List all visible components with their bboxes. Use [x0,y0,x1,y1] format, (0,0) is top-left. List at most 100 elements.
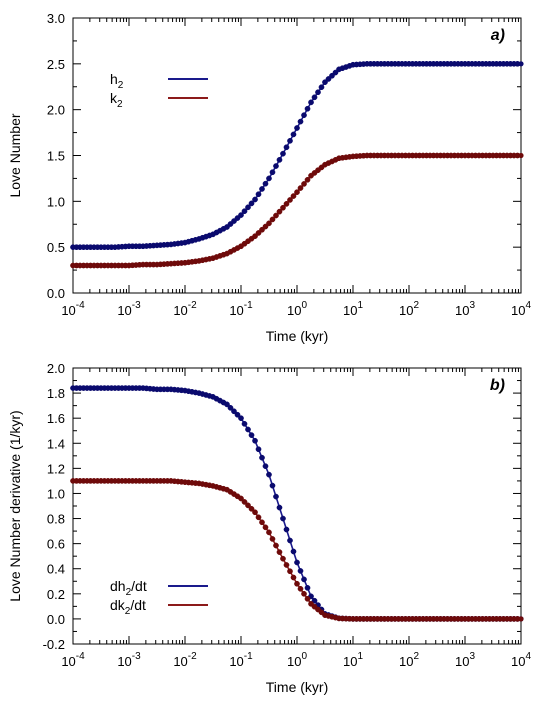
x-tick-label: 100 [287,300,307,318]
data-point [290,574,297,581]
data-point [273,493,279,500]
data-point [266,471,272,478]
data-point [301,181,307,187]
legend-label: h2 [110,71,124,91]
data-point [241,499,248,505]
data-point [276,549,283,555]
data-point [234,411,241,418]
x-axis-title: Time (kyr) [266,679,328,695]
data-point [276,208,283,215]
y-tick-label: 1.4 [47,436,65,451]
y-tick-label: -0.2 [43,637,65,652]
data-point [227,404,234,411]
data-point [283,562,290,568]
data-point [283,144,290,151]
legend-label: dk2/dt [110,597,146,617]
x-tick-label: 10-2 [173,651,197,669]
data-point [241,208,248,215]
x-tick-label: 104 [511,651,531,669]
data-point [262,524,269,531]
y-tick-label: 2.5 [47,57,65,72]
data-point [252,233,258,240]
data-point [259,519,265,526]
y-tick-label: 3.0 [47,11,65,26]
data-point [252,437,258,444]
data-point [304,105,311,112]
legend-label: k2 [110,90,123,110]
y-tick-label: 1.5 [47,149,65,164]
data-point [287,137,293,144]
data-point [248,505,255,512]
data-point [252,509,258,516]
data-point [294,189,300,196]
data-point [301,576,307,583]
data-point [262,180,269,187]
y-tick-label: 1.2 [47,461,65,476]
data-point [301,590,307,597]
data-point [294,559,300,566]
x-tick-label: 103 [455,651,475,669]
x-tick-label: 102 [399,651,419,669]
data-point [276,157,283,163]
data-point [262,463,269,470]
data-point [266,220,272,227]
data-point [238,212,244,218]
data-point [287,568,293,575]
data-point [518,61,524,67]
x-tick-label: 104 [511,300,531,318]
y-tick-label: 2.0 [47,103,65,118]
panel-tag: a) [491,27,505,44]
data-point [259,186,265,192]
data-point [269,169,276,176]
data-point [245,502,251,509]
y-axis-title: Love Number derivative (1/kyr) [7,410,23,601]
y-tick-label: 0.5 [47,240,65,255]
data-point [224,401,230,408]
legend-label: dh2/dt [110,578,147,598]
x-tick-label: 10-2 [173,300,197,318]
data-point [248,200,255,207]
data-point [311,597,318,604]
x-tick-label: 103 [455,300,475,318]
y-tick-label: 2.0 [47,361,65,376]
y-tick-label: 0.8 [47,512,65,527]
data-point [248,432,255,438]
data-point [518,152,524,159]
y-axis-title: Love Number [7,113,23,197]
data-point [266,529,272,536]
data-point [297,568,304,574]
data-point [255,514,262,521]
data-point [238,415,244,422]
data-point [269,482,276,489]
data-point [297,585,304,592]
data-point [290,131,297,138]
y-tick-label: 0.4 [47,562,65,577]
data-point [231,408,237,415]
data-point [322,79,328,86]
x-tick-label: 10-1 [229,651,253,669]
data-point [304,585,311,591]
y-tick-label: 1.8 [47,386,65,401]
data-point [290,193,297,199]
data-point [311,94,318,101]
y-tick-label: 0.0 [47,612,65,627]
data-point [273,542,279,549]
data-point [280,555,286,562]
y-tick-label: 1.6 [47,411,65,426]
x-tick-label: 10-3 [117,300,141,318]
data-point [315,89,321,96]
data-point [238,495,244,502]
data-point [294,580,300,587]
data-point [255,230,262,236]
data-point [252,196,258,203]
data-point [518,616,524,622]
data-point [301,112,307,119]
data-point [255,191,262,198]
y-tick-label: 1.0 [47,486,65,501]
data-point [276,504,283,511]
data-point [262,223,269,230]
data-point [325,76,332,82]
data-point [255,446,262,453]
x-axis-title: Time (kyr) [266,328,328,344]
data-point [280,204,286,211]
